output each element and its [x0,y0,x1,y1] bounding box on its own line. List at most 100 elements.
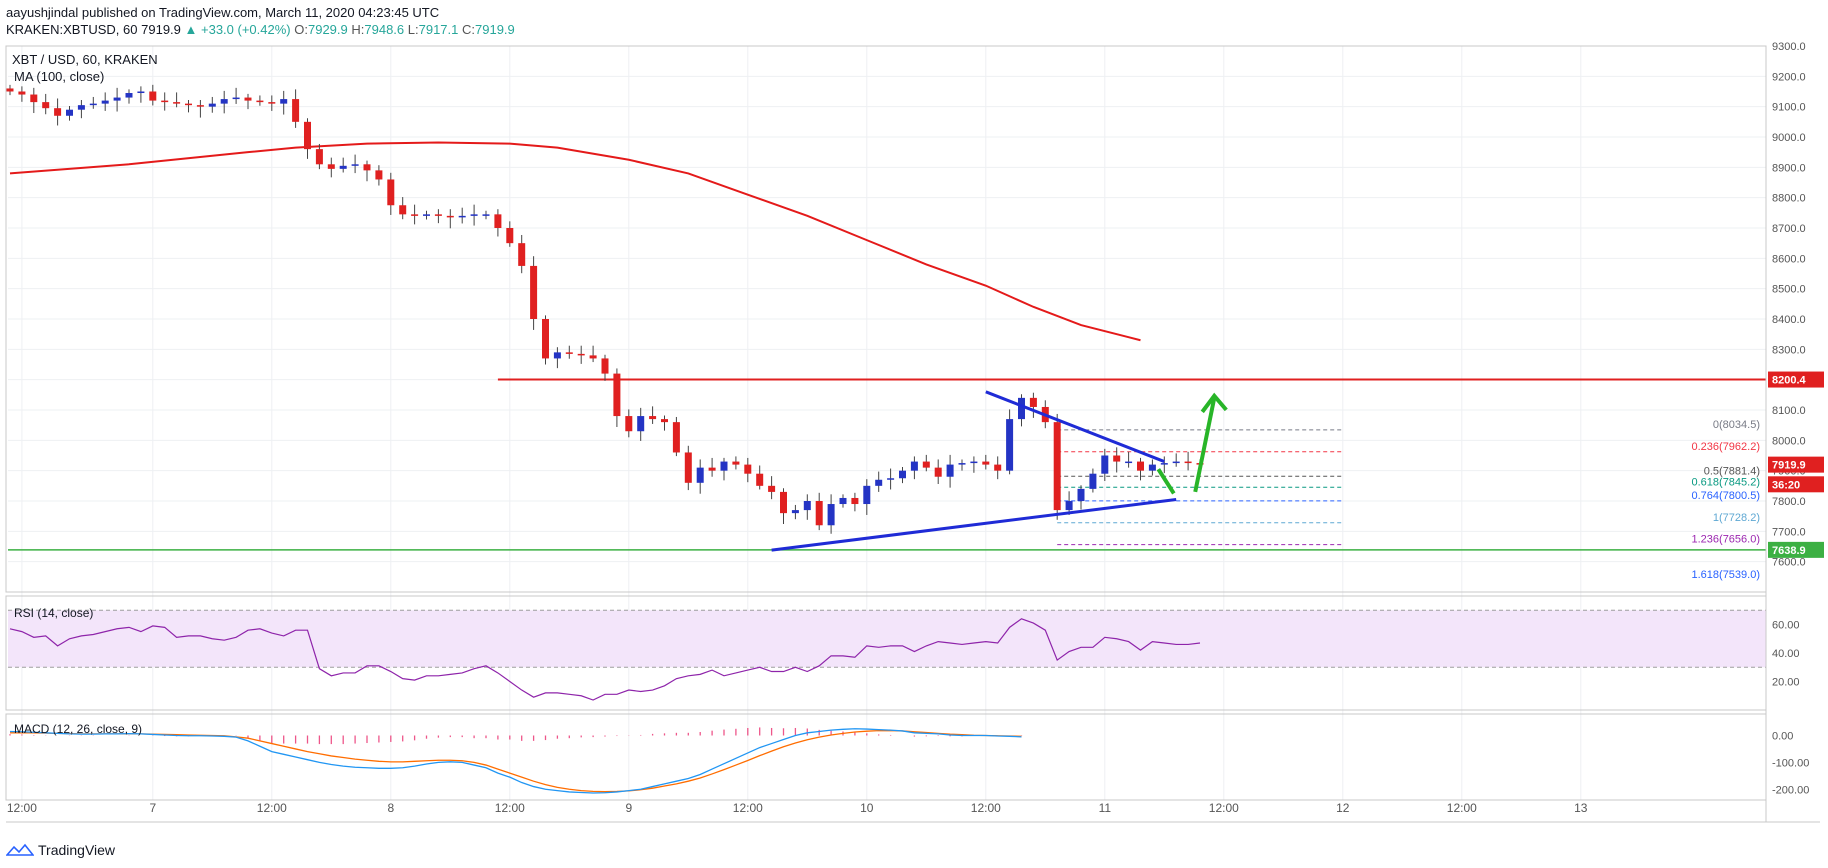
candle-up [470,214,478,216]
fib-level-label: 0(8034.5) [1713,419,1760,431]
fib-level-label: 0.236(7962.2) [1692,441,1761,453]
candle-down [1184,461,1192,464]
candle-up [899,470,906,479]
price-tick-label: 7800.0 [1772,496,1806,508]
candle-down [244,97,252,101]
candle-up [125,93,133,98]
chart-canvas[interactable]: 0(8034.5) 0.236(7962.2) 0.5(7881.4)0.618(7… [0,0,1828,838]
low-label: L: [407,22,419,37]
rsi-tick-label: 40.00 [1772,648,1800,660]
candle-down [780,491,787,514]
price-change: ▲ +33.0 (+0.42%) [184,22,291,37]
triangle-upper-line [985,390,1165,463]
candle-down [613,373,621,417]
candle-up [863,485,871,505]
candle-down [161,100,169,103]
candle-up [970,461,978,464]
time-axis[interactable]: 12:00 7 12:00 8 12:00 9 12:00 10 12:00 11 12:00 12 1… [7,801,1588,815]
fib-level-label: 1(7728.2) [1713,512,1760,524]
price-tick-label: 8400.0 [1772,314,1806,326]
candle-down [1029,397,1037,407]
candle-up [875,479,883,486]
candle-down [1053,422,1061,511]
candle-down [375,170,383,180]
candle-down [268,102,276,104]
fibonacci-retracement[interactable]: 0(8034.5) 0.236(7962.2) 0.5(7881.4)0.618(7… [1057,419,1760,581]
candle-up [423,214,430,216]
time-tick-label: 7 [149,801,156,815]
time-tick-label: 11 [1099,801,1112,815]
candle-up [720,461,728,471]
rsi-band [8,609,1766,668]
tradingview-brand: TradingView [38,842,116,858]
time-tick-label: 10 [860,801,874,815]
candle-up [1101,455,1109,474]
candle-up [1148,464,1156,471]
candle-up [66,109,73,116]
price-tick-label: 9300.0 [1772,41,1806,53]
candle-up [1077,488,1085,501]
candle-down [982,461,990,465]
candle-up [910,461,918,471]
time-tick-label: 12:00 [1209,801,1239,815]
macd-tick-label: -200.00 [1772,784,1809,796]
candle-down [922,461,930,468]
candle-up [220,99,228,104]
time-tick-label: 12:00 [1447,801,1477,815]
candle-down [1113,455,1121,462]
forecast-arrows[interactable] [1156,392,1228,495]
time-tick-label: 13 [1574,801,1588,815]
tradingview-footer[interactable]: TradingView [6,842,115,858]
rsi-legend: RSI (14, close) [14,606,93,620]
price-tick-label: 9100.0 [1772,102,1806,114]
last-price-badge: 7919.9 [1772,460,1806,472]
chart-header: aayushjindal published on TradingView.co… [6,4,515,38]
publish-line: aayushjindal published on TradingView.co… [6,4,515,21]
forecast-arrow-down [1156,468,1176,495]
candle-down [363,164,371,171]
macd-legend: MACD (12, 26, close, 9) [14,722,142,736]
candle-down [506,228,514,244]
candle-down [732,461,740,465]
candle-down [196,105,204,107]
price-tick-label: 8000.0 [1772,435,1806,447]
candle-down [411,214,419,216]
time-tick-label: 12 [1336,801,1350,815]
fib-level-label: 0.618(7845.2) [1692,476,1761,488]
candle-down [815,501,823,526]
support-price-badge: 7638.9 [1772,545,1806,557]
candle-down [54,108,62,116]
price-tick-label: 8100.0 [1772,405,1806,417]
horizontal-levels[interactable] [8,378,1766,551]
candle-up [1018,397,1025,420]
candle-up [482,214,490,216]
candle-up [791,510,799,514]
price-tick-label: 8900.0 [1772,162,1806,174]
triangle-trendlines[interactable] [771,390,1177,552]
author-name[interactable]: aayushjindal [6,5,79,20]
candle-down [661,419,668,423]
fib-level-label: 1.236(7656.0) [1692,534,1761,546]
forecast-arrow-up [1193,397,1217,493]
candle-down [577,353,585,356]
candle-up [351,164,359,166]
price-axis[interactable]: 9300.0 9200.0 9100.0 9000.0 8900.0 8800.0 8700… [1768,41,1824,796]
price-tick-label: 8800.0 [1772,193,1806,205]
candlestick-series [6,84,1204,534]
candle-down [684,452,692,483]
candle-up [208,103,216,107]
candle-down [149,91,157,101]
last-price-badge-bg [1768,456,1824,473]
time-tick-label: 8 [387,801,394,815]
resistance-price-badge-bg [1768,371,1824,388]
pane-frame [5,713,1767,801]
fib-level-label: 1.618(7539.0) [1692,569,1761,581]
candle-down [994,464,1002,471]
price-tick-label: 8600.0 [1772,253,1806,265]
candle-up [1172,461,1180,464]
rsi-tick-label: 60.00 [1772,620,1800,632]
candle-up [1125,461,1133,464]
candle-down [542,319,549,359]
time-tick-label: 12:00 [7,801,37,815]
candle-down [173,102,181,104]
